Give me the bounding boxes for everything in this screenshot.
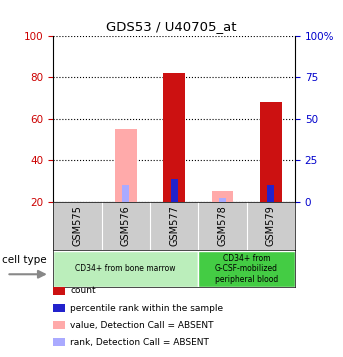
Text: GSM577: GSM577 <box>169 205 179 246</box>
Text: cell type: cell type <box>2 255 46 265</box>
Text: rank, Detection Call = ABSENT: rank, Detection Call = ABSENT <box>70 338 209 347</box>
Bar <box>163 73 185 202</box>
Bar <box>115 129 137 202</box>
Bar <box>53 251 198 287</box>
Text: GDS53 / U40705_at: GDS53 / U40705_at <box>106 20 237 32</box>
Bar <box>219 197 226 202</box>
Text: count: count <box>70 286 96 296</box>
Text: GSM579: GSM579 <box>266 205 276 246</box>
Text: GSM578: GSM578 <box>217 205 227 246</box>
Text: CD34+ from
G-CSF-mobilized
peripheral blood: CD34+ from G-CSF-mobilized peripheral bl… <box>215 254 278 283</box>
Bar <box>122 185 129 202</box>
Bar <box>198 251 295 287</box>
Text: value, Detection Call = ABSENT: value, Detection Call = ABSENT <box>70 321 214 330</box>
Text: CD34+ from bone marrow: CD34+ from bone marrow <box>75 264 176 273</box>
Text: percentile rank within the sample: percentile rank within the sample <box>70 303 223 313</box>
Text: GSM576: GSM576 <box>121 205 131 246</box>
Bar <box>170 179 178 202</box>
Bar <box>260 102 282 202</box>
Bar <box>267 185 274 202</box>
Bar <box>212 191 233 202</box>
Text: GSM575: GSM575 <box>72 205 82 246</box>
